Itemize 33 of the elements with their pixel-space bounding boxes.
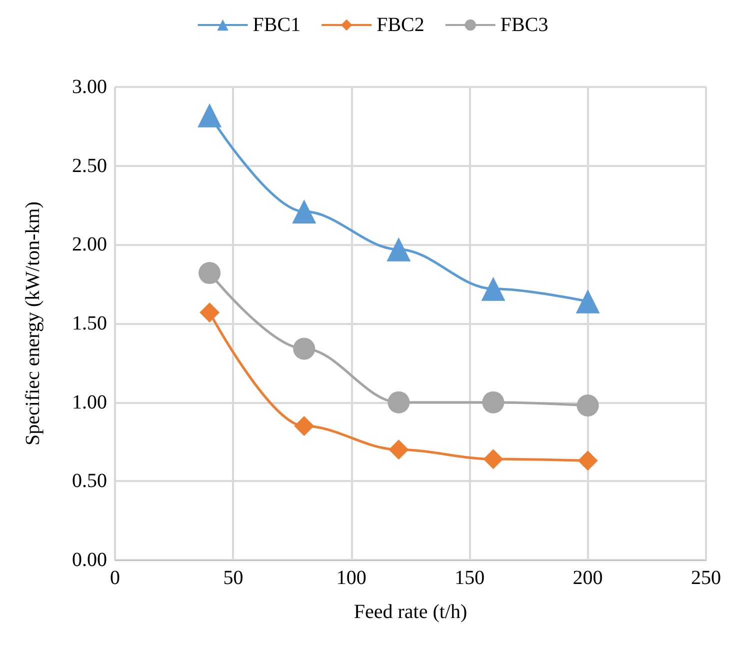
- legend-label: FBC3: [500, 14, 548, 36]
- point: [388, 440, 409, 460]
- point: [293, 338, 316, 360]
- x-tick-label: 250: [691, 567, 721, 589]
- point: [386, 237, 411, 262]
- x-tick-label: 50: [223, 567, 244, 589]
- point: [388, 391, 410, 414]
- point: [483, 449, 504, 470]
- point: [576, 289, 600, 314]
- point: [198, 103, 222, 128]
- y-tick-label: 0.50: [72, 470, 107, 492]
- point: [481, 276, 506, 301]
- point: [294, 416, 314, 436]
- legend-label: FBC1: [252, 14, 301, 36]
- y-tick-label: 2.50: [72, 154, 107, 177]
- y-tick-label: 0.00: [72, 549, 107, 571]
- point: [576, 394, 599, 416]
- y-tick-label: 3.00: [72, 76, 107, 98]
- point: [200, 302, 220, 322]
- point: [482, 391, 504, 414]
- point: [198, 262, 221, 284]
- x-tick-label: 100: [336, 567, 366, 589]
- y-tick-label: 1.50: [72, 312, 107, 334]
- y-tick-label: 1.00: [72, 391, 107, 414]
- y-tick-label: 2.00: [72, 234, 107, 256]
- x-tick-label: 200: [572, 567, 603, 589]
- x-axis-title: Feed rate (t/h): [354, 601, 468, 623]
- x-tick-label: 0: [110, 567, 120, 589]
- y-axis-title: Specifiec energy (kW/ton-km): [22, 202, 44, 446]
- point: [292, 200, 316, 224]
- point: [578, 450, 598, 471]
- legend-label: FBC2: [376, 14, 424, 36]
- x-tick-label: 150: [454, 567, 485, 589]
